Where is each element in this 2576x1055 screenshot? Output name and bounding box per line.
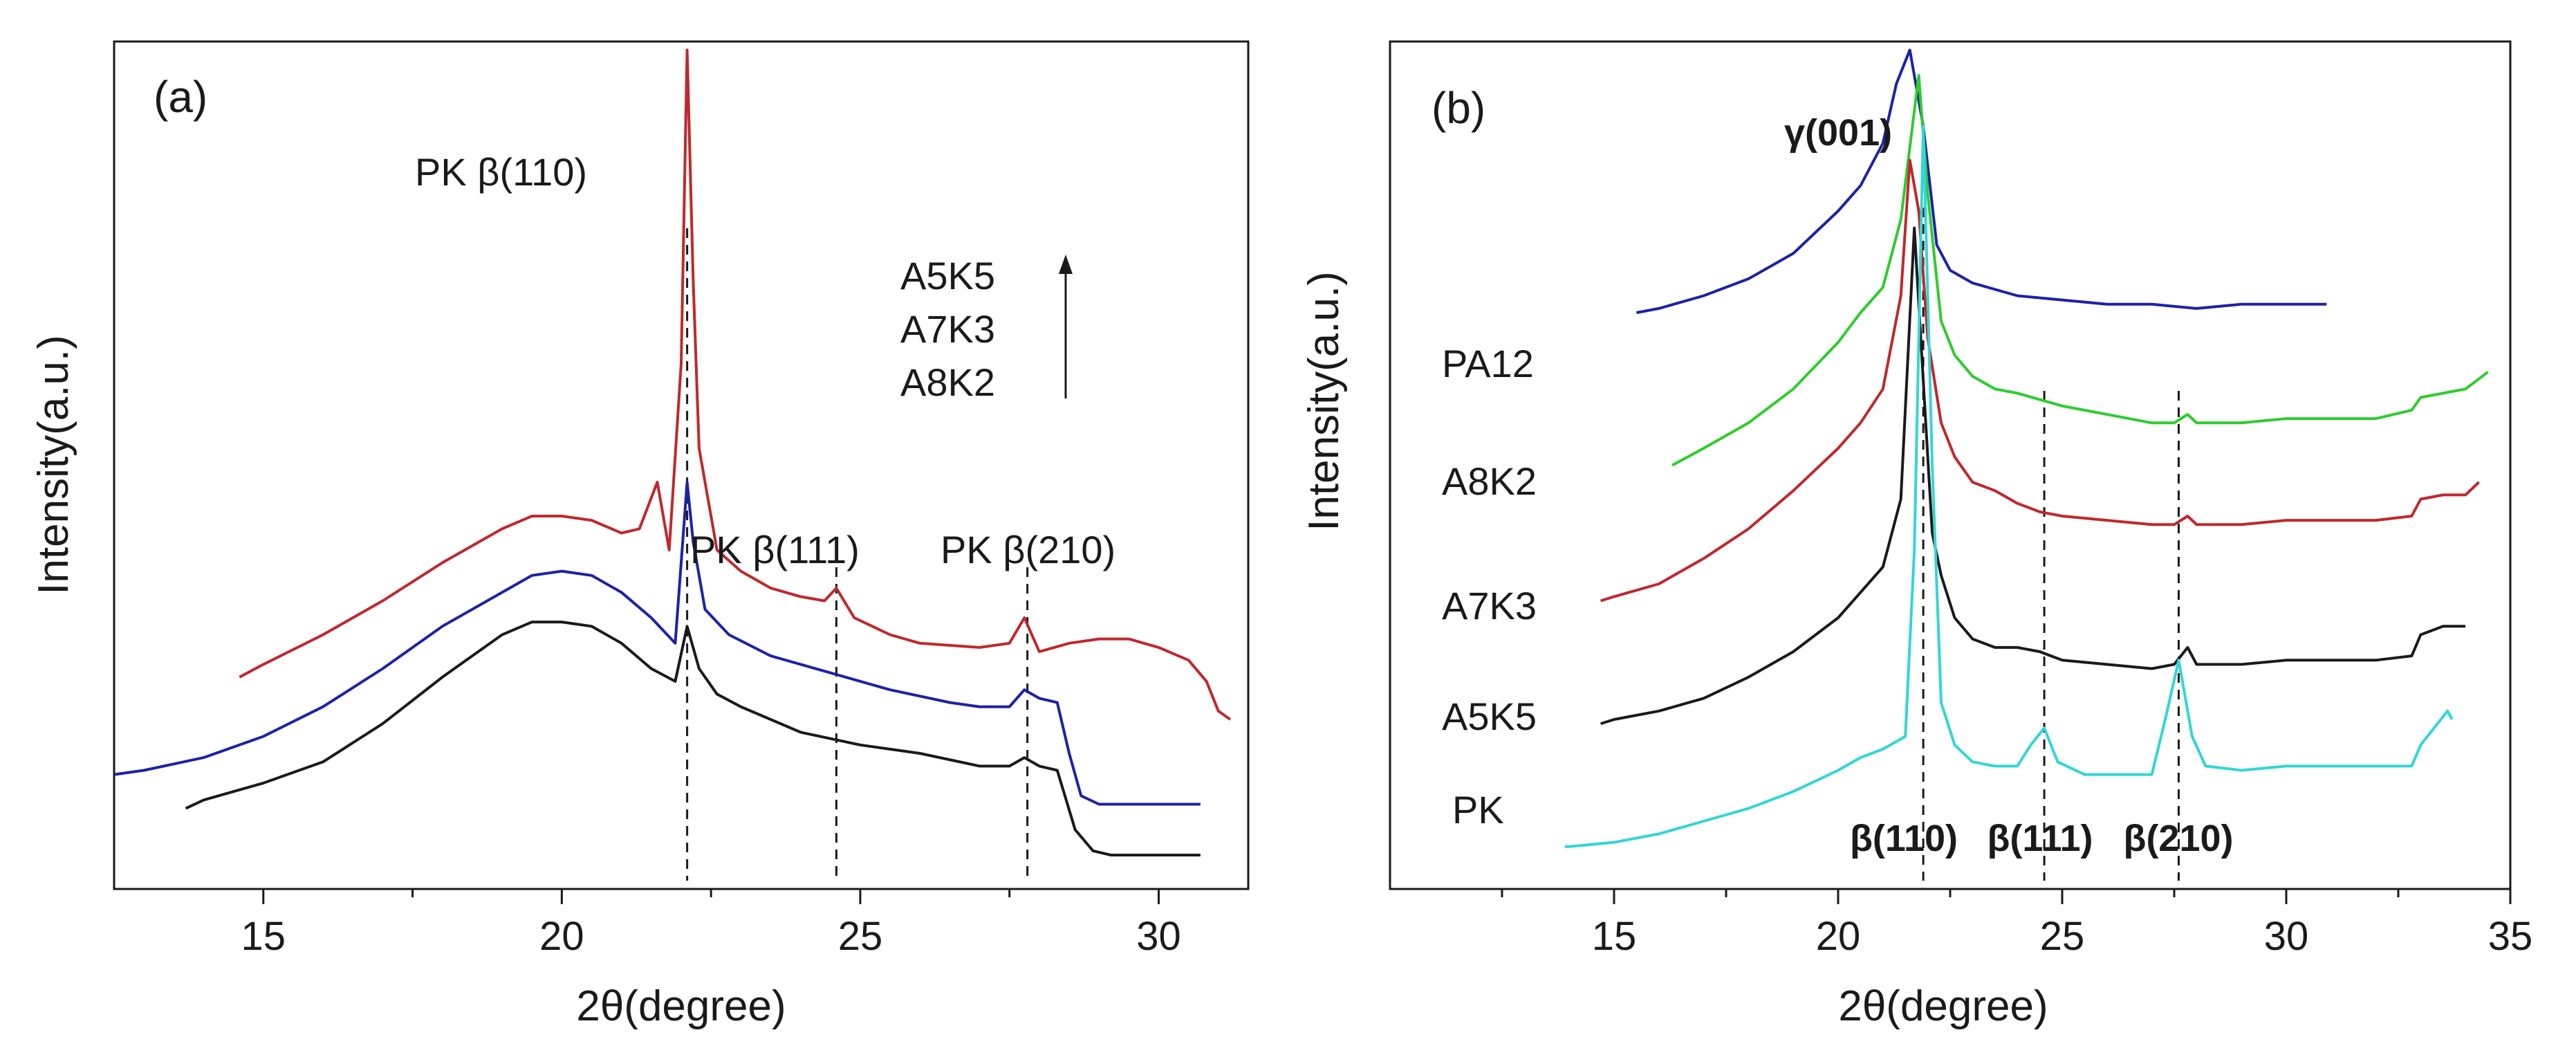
panel-a-series-a7k3 [113,481,1201,806]
panel-b: (b) 2θ(degree) Intensity(a.u.) 15 20 25 30 3… [1300,40,2533,1030]
panel-b-x-tick-label-15: 15 [1592,914,1637,959]
panel-b-x-tick-label-25: 25 [2040,914,2085,959]
series-label-pk: PK [1452,788,1504,832]
panel-a-plot-frame [113,40,1250,890]
panel-b-series [1564,48,2489,848]
panel-b-x-tick-label-30: 30 [2264,914,2309,959]
series-label-pa12: PA12 [1442,342,1534,385]
panel-a-reference-lines [686,228,1029,881]
panel-b-x-tick-label-20: 20 [1816,914,1861,959]
panel-a-x-tick-label-15: 15 [241,914,286,959]
series-label-a5k5: A5K5 [1442,695,1537,738]
panel-b-annotation-gamma-001: γ(001) [1784,112,1892,154]
panel-a-x-ticks: 15 20 25 30 [241,889,1181,959]
panel-a-legend: A5K5 A7K3 A8K2 [900,254,1073,404]
panel-b-series-pa12 [1636,48,2327,314]
panel-a-x-axis-title: 2θ(degree) [576,982,786,1030]
panel-b-x-tick-label-35: 35 [2488,914,2533,959]
panel-a-x-tick-label-30: 30 [1136,914,1181,959]
panel-b-x-axis-title: 2θ(degree) [1838,982,2048,1030]
panel-b-annotation-beta-210: β(210) [2123,818,2233,859]
panel-b-y-axis-title: Intensity(a.u.) [1300,271,1348,531]
panel-a-label: (a) [154,72,207,122]
panel-a: (a) 2θ(degree) Intensity(a.u.) 15 20 25 30 … [30,40,1250,1030]
panel-a-series-a8k2 [185,621,1201,856]
panel-a-annotation-pk-beta-210: PK β(210) [940,528,1115,571]
panel-a-series [113,48,1232,856]
panel-b-reference-lines [1922,208,2180,881]
legend-arrow-up-icon [1059,255,1073,274]
panel-b-series-a8k2 [1671,74,2489,467]
legend-item-a5k5: A5K5 [900,254,995,297]
legend-item-a7k3: A7K3 [900,307,995,351]
panel-a-series-a5k5 [239,48,1232,721]
series-label-a8k2: A8K2 [1442,459,1537,503]
panel-a-y-axis-title: Intensity(a.u.) [30,335,77,595]
panel-b-plot-frame [1389,40,2512,890]
panel-b-annotation-beta-111: β(111) [1987,818,2093,859]
legend-item-a8k2: A8K2 [900,360,995,404]
panel-a-x-tick-label-20: 20 [539,914,584,959]
panel-b-series-pk [1564,125,2454,848]
panel-a-annotation-pk-beta-110: PK β(110) [415,150,587,194]
panel-a-x-tick-label-25: 25 [838,914,883,959]
panel-b-series-a5k5 [1600,226,2466,726]
series-label-a7k3: A7K3 [1442,584,1537,627]
panel-a-annotation-pk-beta-111: PK β(111) [690,528,860,571]
panel-b-x-ticks: 15 20 25 30 35 [1501,889,2533,959]
panel-b-annotation-beta-110: β(110) [1850,818,1958,859]
panel-b-label: (b) [1431,83,1485,133]
panel-b-series-a7k3 [1600,158,2480,603]
